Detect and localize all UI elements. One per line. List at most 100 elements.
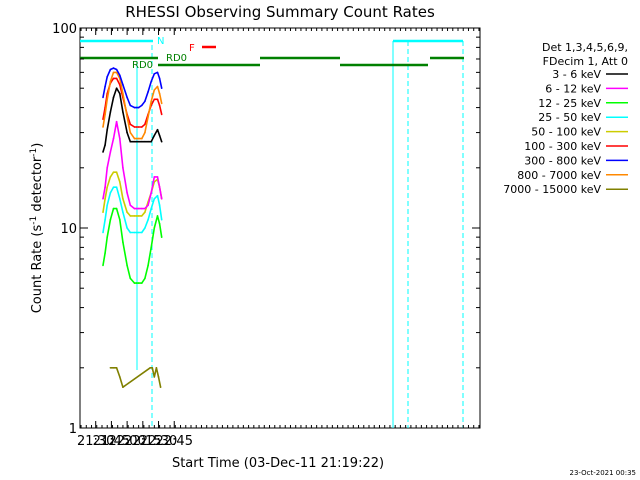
data-point bbox=[150, 192, 152, 194]
data-point bbox=[115, 87, 118, 89]
y-tick-label: 1 bbox=[69, 422, 77, 437]
data-point bbox=[156, 71, 159, 74]
data-point bbox=[104, 198, 106, 200]
data-point bbox=[109, 80, 112, 83]
data-point bbox=[150, 246, 152, 249]
data-point bbox=[147, 218, 149, 221]
data-point bbox=[137, 137, 140, 140]
data-point bbox=[158, 92, 161, 95]
y-tick-label: 100 bbox=[52, 22, 77, 37]
annotation-label-night: N bbox=[157, 36, 164, 47]
data-point bbox=[129, 215, 132, 217]
data-point bbox=[141, 137, 143, 140]
data-point bbox=[157, 376, 160, 378]
data-point bbox=[122, 167, 124, 169]
data-point bbox=[153, 134, 156, 137]
data-point bbox=[126, 264, 128, 267]
data-point bbox=[135, 231, 138, 234]
data-point bbox=[129, 277, 132, 280]
x-tick-label: 21:45 bbox=[93, 434, 130, 449]
data-point bbox=[156, 98, 159, 101]
data-point bbox=[106, 128, 108, 131]
data-point bbox=[133, 106, 136, 109]
legend-label: 7000 - 15000 keV bbox=[503, 183, 601, 196]
data-point bbox=[158, 134, 161, 137]
data-point bbox=[144, 211, 146, 213]
data-point bbox=[153, 176, 156, 178]
legend: Det 1,3,4,5,6,9, FDecim 1, Att 0 3 - 6 k… bbox=[503, 41, 628, 196]
data-point bbox=[144, 131, 146, 134]
data-point bbox=[158, 204, 161, 206]
data-point bbox=[115, 171, 118, 173]
data-point bbox=[109, 176, 112, 178]
data-point bbox=[153, 227, 156, 229]
legend-header-line: FDecim 1, Att 0 bbox=[543, 55, 628, 68]
data-point bbox=[112, 96, 115, 99]
data-point bbox=[156, 176, 159, 178]
series-layer bbox=[102, 67, 163, 389]
data-point bbox=[135, 282, 138, 284]
annotation-label-rd0: RD0 bbox=[132, 60, 153, 71]
data-point bbox=[106, 236, 108, 238]
data-point bbox=[112, 207, 115, 210]
data-point bbox=[109, 111, 112, 113]
data-point bbox=[115, 71, 118, 74]
x-tick-label: 21:30 bbox=[77, 434, 114, 449]
data-point bbox=[156, 85, 159, 88]
data-point bbox=[147, 264, 149, 267]
data-point bbox=[141, 126, 143, 128]
y-tick-label: 10 bbox=[60, 222, 77, 237]
data-point bbox=[109, 192, 112, 194]
data-point bbox=[153, 376, 156, 378]
data-point bbox=[156, 128, 159, 131]
data-point bbox=[112, 67, 115, 69]
data-point bbox=[144, 227, 146, 229]
state-indicators bbox=[80, 39, 464, 428]
data-point bbox=[137, 126, 140, 128]
data-point bbox=[126, 115, 128, 118]
chart-title: RHESSI Observing Summary Count Rates bbox=[125, 3, 435, 21]
data-point bbox=[115, 367, 118, 369]
data-point bbox=[135, 140, 138, 143]
data-point bbox=[129, 204, 132, 206]
data-point bbox=[112, 137, 115, 140]
data-point bbox=[133, 126, 136, 128]
data-point bbox=[149, 367, 151, 369]
data-point bbox=[160, 236, 163, 238]
data-point bbox=[112, 186, 115, 188]
data-point bbox=[102, 198, 104, 200]
data-point bbox=[135, 106, 138, 109]
data-point bbox=[133, 282, 136, 284]
data-point bbox=[153, 98, 156, 101]
legend-label: 50 - 100 keV bbox=[531, 126, 601, 139]
data-point bbox=[119, 376, 121, 378]
data-point bbox=[156, 215, 159, 217]
data-point bbox=[160, 198, 163, 200]
x-tick-label: 22:30 bbox=[140, 434, 177, 449]
data-point bbox=[137, 207, 140, 210]
data-point bbox=[126, 131, 128, 134]
data-point bbox=[133, 207, 136, 210]
data-point bbox=[106, 76, 108, 78]
data-point bbox=[147, 140, 149, 143]
data-point bbox=[133, 137, 136, 140]
data-point bbox=[119, 198, 121, 200]
data-point bbox=[122, 92, 124, 95]
data-point bbox=[160, 218, 163, 221]
data-point bbox=[109, 218, 112, 221]
data-point bbox=[119, 84, 121, 86]
data-point bbox=[147, 204, 149, 206]
data-point bbox=[122, 241, 124, 243]
data-point bbox=[129, 140, 132, 143]
data-point bbox=[144, 140, 146, 143]
data-point bbox=[112, 171, 115, 173]
data-point bbox=[133, 215, 136, 217]
data-point bbox=[155, 367, 158, 369]
data-point bbox=[122, 111, 124, 113]
data-point bbox=[160, 87, 163, 89]
data-point bbox=[119, 181, 121, 183]
data-point bbox=[102, 264, 104, 267]
annotation-label-flare: F bbox=[189, 43, 195, 54]
data-point bbox=[106, 98, 108, 101]
